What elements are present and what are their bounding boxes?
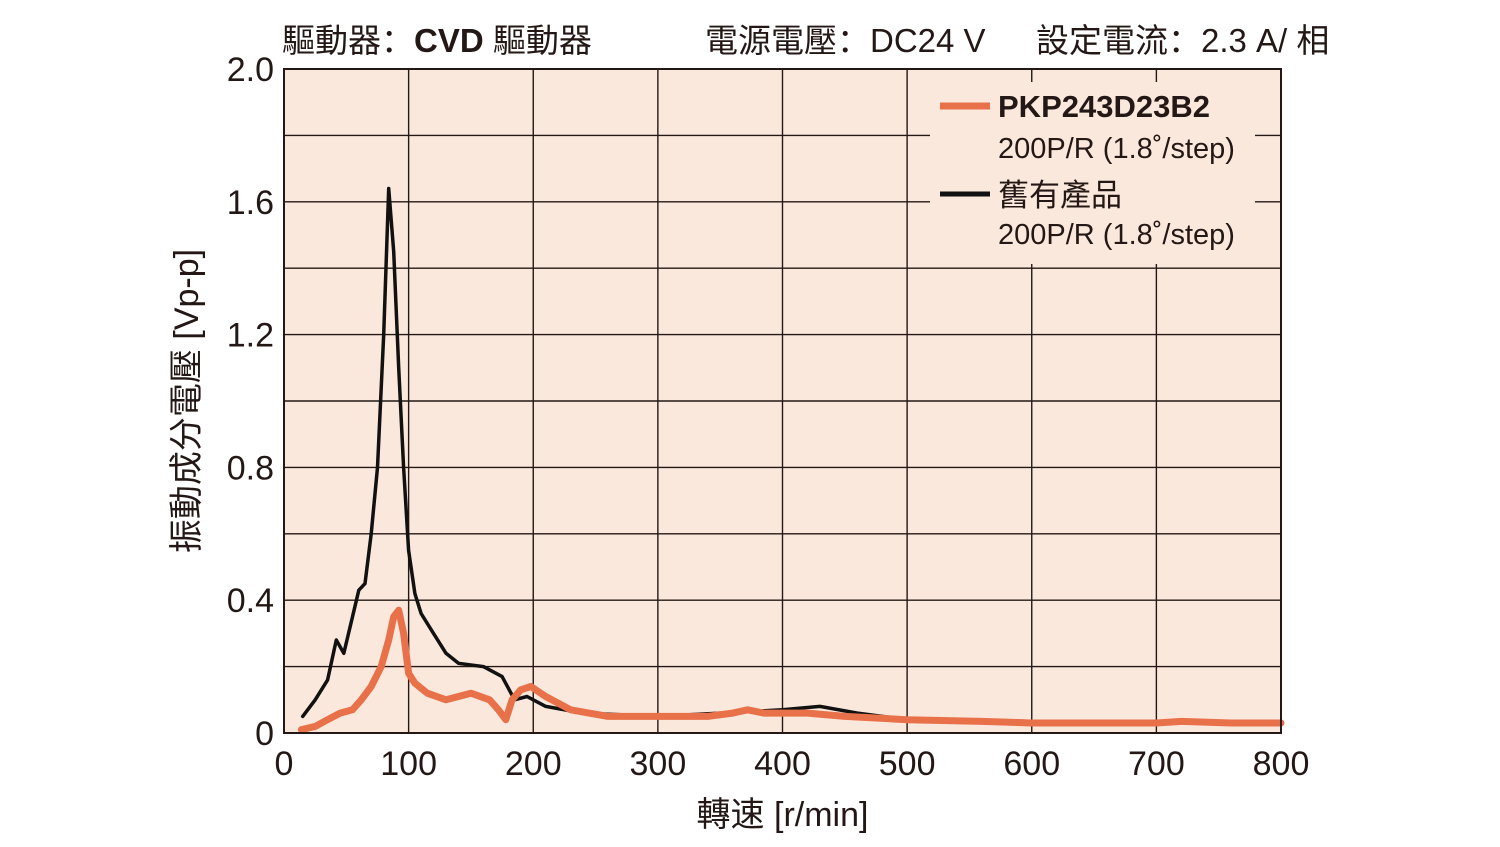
y-tick-labels: 0 0.4 0.8 1.2 1.6 2.0 bbox=[227, 51, 274, 753]
current-label: 設定電流： bbox=[1036, 22, 1201, 59]
x-tick-label: 800 bbox=[1253, 745, 1310, 783]
x-tick-label: 500 bbox=[879, 745, 936, 783]
y-tick-label: 0.8 bbox=[227, 449, 274, 487]
series-lines bbox=[297, 186, 1285, 734]
plot-frame bbox=[283, 68, 1282, 734]
legend-background bbox=[930, 82, 1255, 264]
x-tick-label: 700 bbox=[1128, 745, 1185, 783]
x-tick-label: 600 bbox=[1003, 745, 1060, 783]
x-tick-label: 400 bbox=[754, 745, 811, 783]
y-tick-label: 0 bbox=[255, 715, 274, 753]
x-tick-label: 300 bbox=[630, 745, 687, 783]
y-tick-label: 0.4 bbox=[227, 582, 274, 620]
legend-name-old-product: 舊有產品 bbox=[998, 178, 1122, 213]
current-value: 2.3 A/ 相 bbox=[1201, 22, 1330, 59]
legend-subtitle-new-product: 200P/R (1.8˚/step) bbox=[998, 133, 1235, 165]
voltage-label: 電源電壓： bbox=[705, 22, 870, 59]
driver-value-bold: CVD bbox=[414, 22, 484, 59]
driver-info: 驅動器：CVD 驅動器 bbox=[282, 14, 592, 62]
x-axis-label: 轉速 [r/min] bbox=[697, 796, 869, 834]
driver-value: 驅動器 bbox=[483, 22, 592, 59]
y-tick-label: 1.2 bbox=[227, 317, 274, 355]
y-tick-label: 1.6 bbox=[227, 184, 274, 222]
voltage-value: DC24 V bbox=[870, 22, 986, 59]
x-tick-label: 200 bbox=[505, 745, 562, 783]
x-tick-labels: 0 100 200 300 400 500 600 700 800 bbox=[275, 745, 1310, 783]
legend-name-new-product: PKP243D23B2 bbox=[998, 89, 1210, 124]
y-axis-label: 振動成分電壓 [Vp-p] bbox=[168, 249, 206, 553]
x-tick-label: 0 bbox=[275, 745, 294, 783]
current-info: 設定電流：2.3 A/ 相 bbox=[1036, 14, 1329, 62]
x-tick-label: 100 bbox=[380, 745, 437, 783]
legend-subtitle-old-product: 200P/R (1.8˚/step) bbox=[998, 219, 1235, 251]
driver-label: 驅動器： bbox=[282, 22, 414, 59]
legend: PKP243D23B2 200P/R (1.8˚/step) 舊有產品 200P… bbox=[930, 82, 1255, 264]
voltage-info: 電源電壓：DC24 V bbox=[705, 14, 986, 62]
series-line-new-product bbox=[297, 606, 1285, 734]
y-tick-label: 2.0 bbox=[227, 51, 274, 89]
